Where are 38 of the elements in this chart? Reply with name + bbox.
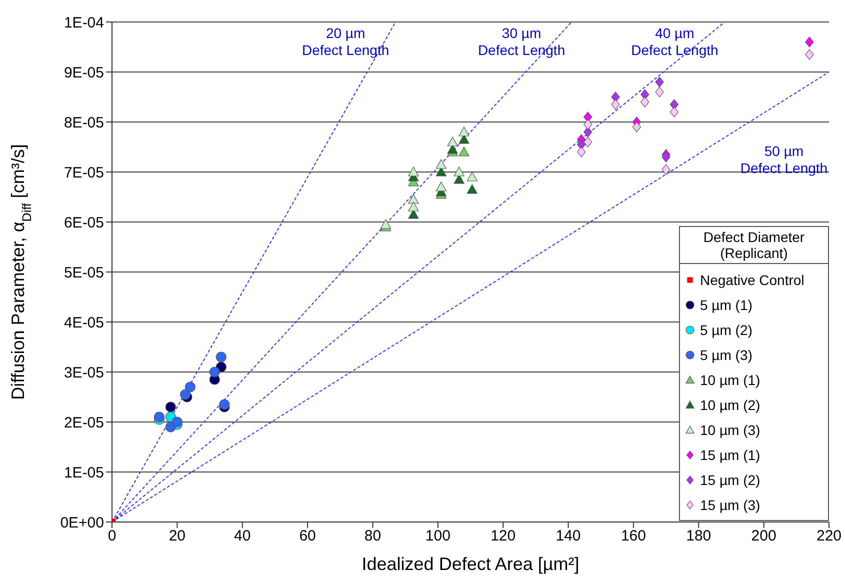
x-tick-label: 220	[816, 528, 842, 545]
x-tick-label: 160	[620, 528, 646, 545]
legend-label: 10 µm (2)	[700, 396, 760, 412]
x-tick-label: 200	[751, 528, 776, 545]
y-tick-label: 5E-05	[64, 264, 104, 282]
legend-label: 15 µm (2)	[700, 472, 760, 488]
x-tick-label: 20	[168, 528, 186, 545]
legend-label: 5 µm (3)	[700, 346, 752, 362]
legend-label: 15 µm (3)	[700, 496, 760, 512]
legend-label: 10 µm (3)	[700, 422, 760, 438]
y-tick-label: 7E-05	[64, 164, 104, 182]
series-label: 30 µm Defect Length	[478, 25, 566, 58]
legend-label: 5 µm (1)	[700, 296, 752, 312]
series-label: 20 µm Defect Length	[302, 25, 390, 58]
series-label: 40 µm Defect Length	[631, 25, 718, 58]
y-tick-label: 9E-05	[64, 64, 104, 82]
legend-title: Defect Diameter (Replicant)	[703, 229, 805, 261]
y-tick-label: 3E-05	[64, 364, 104, 382]
y-tick-label: 4E-05	[64, 314, 104, 332]
y-tick-label: 0E+00	[60, 514, 104, 532]
legend-label: 15 µm (1)	[700, 446, 760, 462]
y-tick-label: 2E-05	[64, 414, 104, 432]
x-tick-label: 80	[364, 528, 382, 545]
legend-label: 10 µm (1)	[700, 372, 760, 388]
legend-label: Negative Control	[700, 272, 804, 288]
y-tick-label: 1E-04	[64, 14, 104, 32]
x-tick-label: 40	[234, 528, 251, 545]
x-tick-label: 140	[556, 528, 581, 545]
x-tick-label: 60	[299, 528, 316, 545]
x-axis-title: Idealized Defect Area [µm²]	[362, 554, 580, 574]
x-tick-label: 180	[686, 528, 712, 545]
y-tick-label: 1E-05	[64, 464, 104, 482]
x-tick-label: 0	[108, 528, 116, 545]
legend-label: 5 µm (2)	[700, 322, 752, 338]
y-tick-label: 8E-05	[64, 114, 104, 132]
x-tick-label: 100	[425, 528, 450, 545]
y-tick-label: 6E-05	[64, 214, 104, 232]
x-tick-label: 120	[490, 528, 516, 545]
